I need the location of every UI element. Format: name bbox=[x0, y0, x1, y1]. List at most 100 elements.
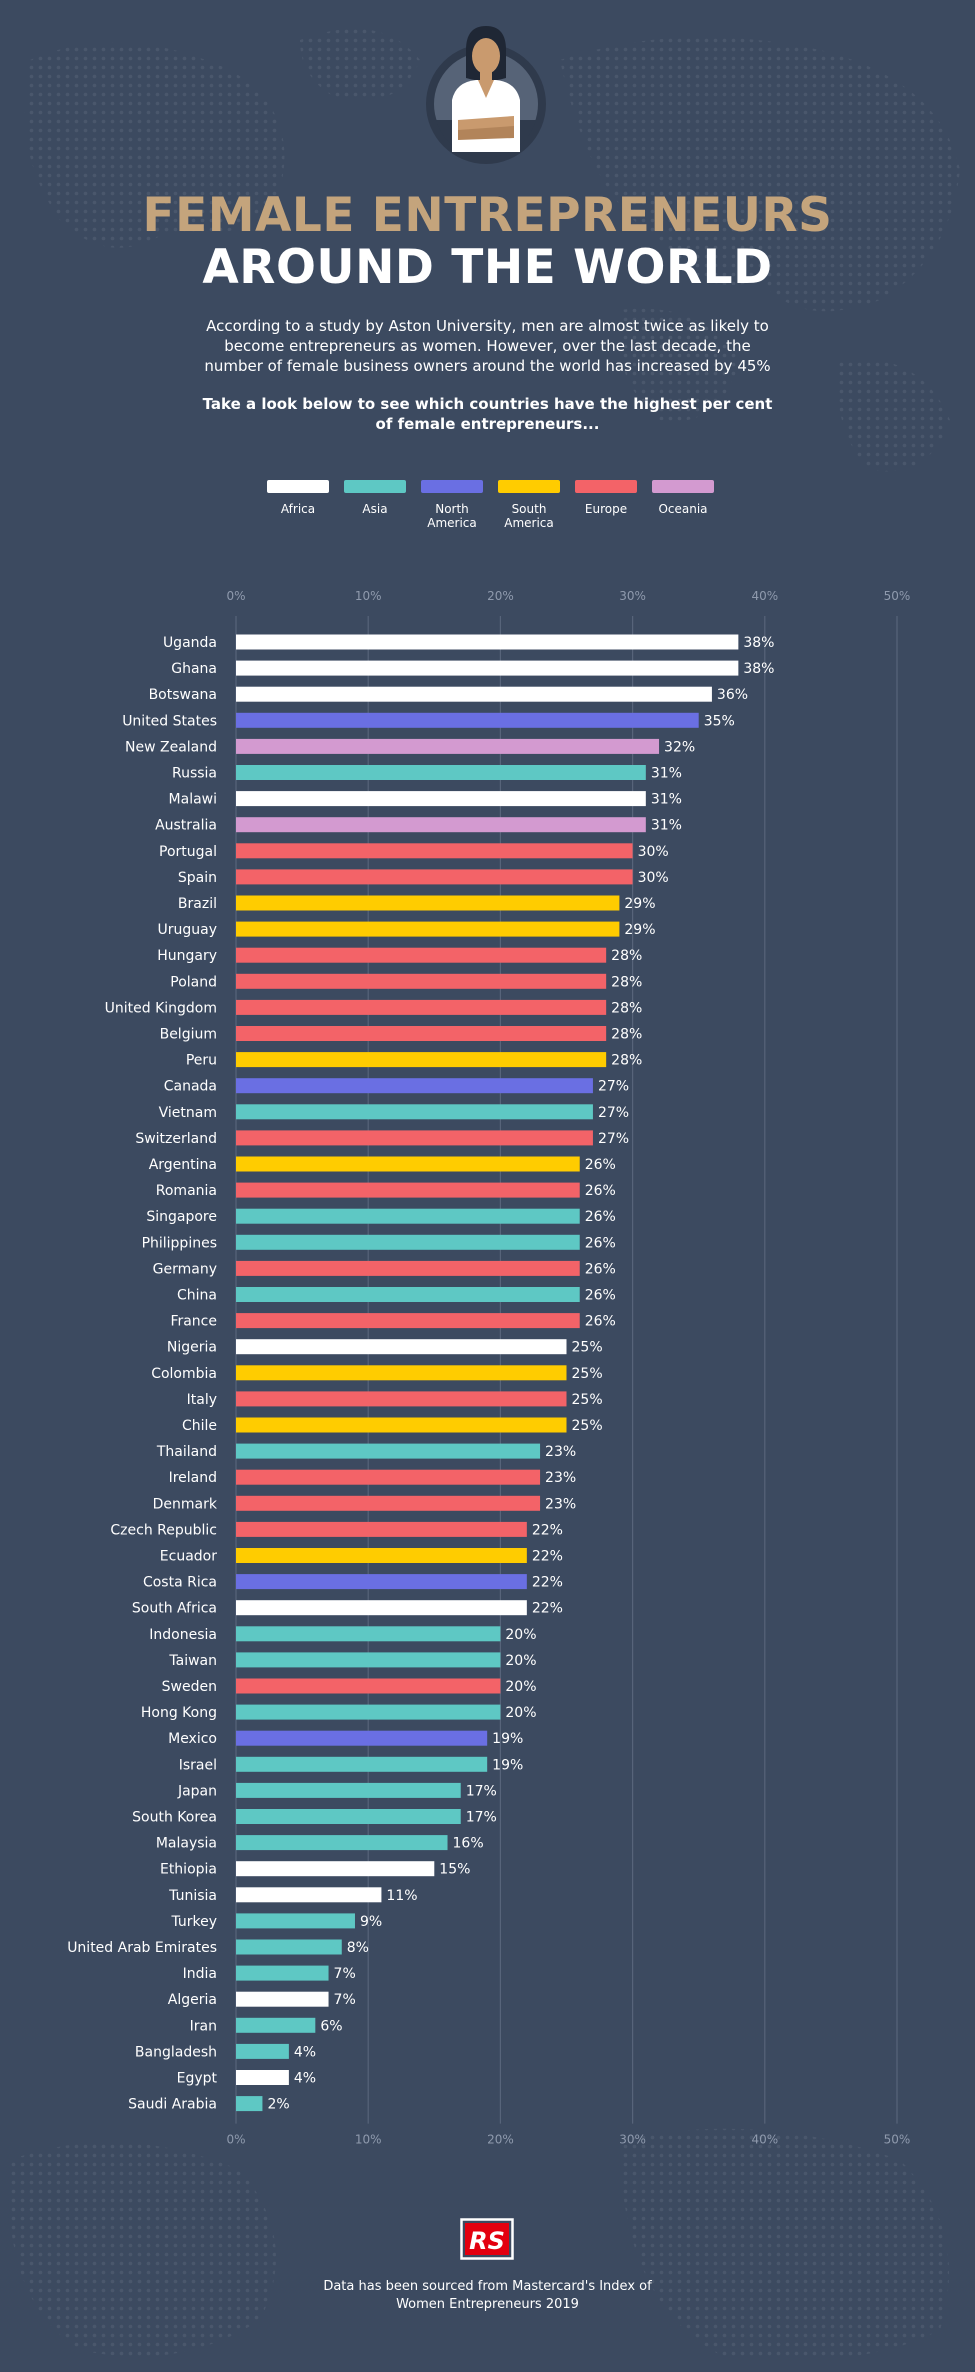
rs-logo-icon: RS bbox=[460, 2218, 514, 2260]
category-label: Malawi bbox=[169, 792, 217, 808]
legend-swatch bbox=[267, 480, 329, 493]
region-legend: Africa Asia North America South America … bbox=[262, 480, 722, 540]
x-tick-label-top: 50% bbox=[884, 589, 911, 603]
category-label: Egypt bbox=[177, 2071, 218, 2087]
category-label: Colombia bbox=[151, 1366, 217, 1382]
x-tick-label-top: 20% bbox=[487, 589, 514, 603]
bar bbox=[236, 686, 712, 702]
legend-label: Asia bbox=[362, 502, 388, 516]
data-label: 28% bbox=[611, 1053, 642, 1069]
data-label: 22% bbox=[532, 1549, 563, 1565]
category-label: Turkey bbox=[170, 1914, 217, 1930]
x-tick-label-bottom: 30% bbox=[619, 2133, 646, 2147]
category-label: Nigeria bbox=[167, 1340, 217, 1356]
data-label: 38% bbox=[743, 661, 774, 677]
category-label: South Korea bbox=[132, 1810, 217, 1826]
data-label: 31% bbox=[651, 766, 682, 782]
data-label: 25% bbox=[572, 1366, 603, 1382]
bar bbox=[236, 2043, 289, 2059]
category-label: Argentina bbox=[149, 1157, 217, 1173]
bar bbox=[236, 1913, 355, 1929]
bar bbox=[236, 1208, 580, 1224]
data-label: 8% bbox=[347, 1940, 369, 1956]
category-label: Uganda bbox=[163, 635, 217, 651]
data-label: 4% bbox=[294, 2071, 316, 2087]
category-label: Czech Republic bbox=[110, 1522, 217, 1538]
category-label: Bangladesh bbox=[135, 2044, 217, 2060]
data-label: 19% bbox=[492, 1757, 523, 1773]
bar bbox=[236, 1443, 541, 1459]
bar bbox=[236, 1861, 435, 1877]
legend-swatch bbox=[344, 480, 406, 493]
category-label: United Arab Emirates bbox=[67, 1940, 217, 1956]
data-label: 2% bbox=[267, 2097, 289, 2113]
category-label: Ireland bbox=[169, 1470, 217, 1486]
bar bbox=[236, 1965, 329, 1981]
category-label: China bbox=[177, 1288, 217, 1304]
bar bbox=[236, 1182, 580, 1198]
legend-item-europe: Europe bbox=[570, 480, 642, 516]
data-label: 28% bbox=[611, 974, 642, 990]
bar bbox=[236, 895, 620, 911]
bar bbox=[236, 738, 660, 754]
data-label: 16% bbox=[453, 1836, 484, 1852]
x-tick-label-top: 30% bbox=[619, 589, 646, 603]
data-label: 20% bbox=[505, 1679, 536, 1695]
bar bbox=[236, 1234, 580, 1250]
category-label: India bbox=[183, 1966, 217, 1982]
data-label: 23% bbox=[545, 1496, 576, 1512]
bar bbox=[236, 1782, 461, 1798]
category-label: Peru bbox=[186, 1053, 217, 1069]
data-label: 26% bbox=[585, 1314, 616, 1330]
category-label: Ethiopia bbox=[160, 1862, 217, 1878]
data-label: 7% bbox=[334, 1992, 356, 2008]
bar bbox=[236, 843, 633, 859]
data-label: 25% bbox=[572, 1392, 603, 1408]
bar bbox=[236, 2017, 316, 2033]
bar bbox=[236, 947, 607, 963]
bar-chart: 0% 0% 10% 10% 20% 20% 30% 30% 40% 40% 50% 50% Uganda… bbox=[67, 589, 911, 2147]
bar bbox=[236, 1130, 593, 1146]
category-label: New Zealand bbox=[125, 739, 217, 755]
bar bbox=[236, 1052, 607, 1068]
category-label: Algeria bbox=[168, 1992, 217, 2008]
data-label: 23% bbox=[545, 1470, 576, 1486]
bar bbox=[236, 1939, 342, 1955]
bar bbox=[236, 1156, 580, 1172]
data-label: 28% bbox=[611, 1027, 642, 1043]
legend-swatch bbox=[421, 480, 483, 493]
category-label: Mexico bbox=[168, 1731, 217, 1747]
category-label: Philippines bbox=[142, 1235, 217, 1251]
category-label: Portugal bbox=[159, 844, 217, 860]
data-label: 29% bbox=[624, 896, 655, 912]
legend-swatch bbox=[575, 480, 637, 493]
bar bbox=[236, 1339, 567, 1355]
data-label: 22% bbox=[532, 1522, 563, 1538]
category-label: United States bbox=[122, 713, 217, 729]
bar bbox=[236, 1469, 541, 1485]
category-label: Romania bbox=[156, 1183, 217, 1199]
title-line-1: FEMALE ENTREPRENEURS bbox=[142, 188, 833, 243]
legend-label: North America bbox=[427, 502, 477, 530]
prompt-paragraph: Take a look below to see which countries… bbox=[202, 395, 773, 433]
bar bbox=[236, 2096, 263, 2112]
x-tick-label-bottom: 10% bbox=[355, 2133, 382, 2147]
category-label: Switzerland bbox=[135, 1131, 217, 1147]
bar bbox=[236, 1365, 567, 1381]
category-label: Tunisia bbox=[168, 1888, 217, 1904]
data-label: 22% bbox=[532, 1601, 563, 1617]
bar bbox=[236, 973, 607, 989]
bar bbox=[236, 1835, 448, 1851]
data-label: 7% bbox=[334, 1966, 356, 1982]
x-tick-label-bottom: 0% bbox=[226, 2133, 245, 2147]
data-label: 20% bbox=[505, 1627, 536, 1643]
data-label: 4% bbox=[294, 2044, 316, 2060]
data-label: 26% bbox=[585, 1209, 616, 1225]
bar bbox=[236, 869, 633, 885]
data-label: 15% bbox=[439, 1862, 470, 1878]
data-label: 26% bbox=[585, 1235, 616, 1251]
bar bbox=[236, 1887, 382, 1903]
bar bbox=[236, 1287, 580, 1302]
bar bbox=[236, 712, 699, 728]
